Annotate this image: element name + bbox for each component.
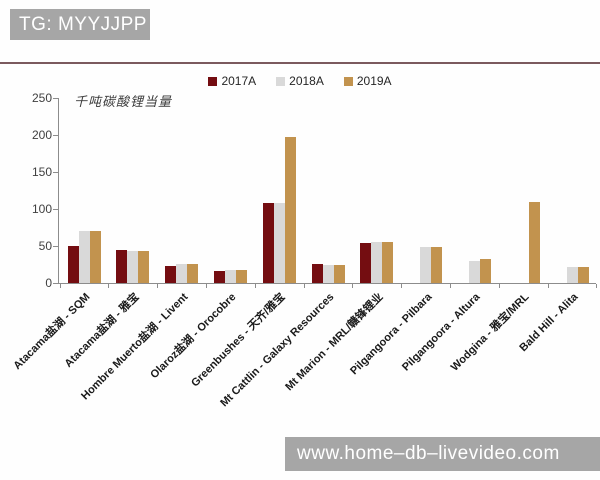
watermark-bar: www.home–db–livevideo.com [285, 437, 600, 471]
bar-2018A [127, 251, 139, 283]
header-badge-label: TG: MYYJJPP [19, 14, 147, 35]
y-axis-tick [53, 172, 58, 173]
x-axis-tick [206, 284, 207, 288]
header-divider [0, 62, 600, 64]
bar-2019A [479, 259, 491, 283]
bar-2019A [333, 264, 345, 283]
bar-2019A [528, 201, 540, 283]
x-axis-tick [498, 284, 500, 288]
bar-2017A [165, 265, 177, 283]
x-axis-tick [596, 284, 598, 288]
bar-2019A [89, 231, 101, 283]
bar-2018A [78, 231, 90, 283]
y-tick-label: 100 [31, 202, 52, 216]
legend-swatch-icon [343, 76, 353, 86]
y-tick-label: 150 [31, 165, 52, 179]
y-tick-label: 0 [45, 276, 52, 290]
bar-2018A [371, 242, 383, 283]
x-axis-tick [157, 284, 159, 288]
bar-2019A [284, 137, 296, 283]
bar-2019A [138, 251, 150, 283]
y-axis-tick [53, 283, 58, 284]
bar-2017A [311, 263, 323, 283]
legend-item-2018A: 2018A [276, 74, 324, 88]
legend-swatch-icon [208, 76, 218, 86]
header-badge: TG: MYYJJPP [10, 9, 150, 40]
x-axis-tick [547, 284, 549, 288]
legend-label: 2019A [356, 74, 392, 88]
bar-2018A [420, 247, 432, 283]
legend-label: 2017A [221, 74, 257, 88]
bar-2018A [224, 269, 236, 283]
bar-2017A [67, 246, 79, 283]
bar-2018A [468, 260, 480, 283]
bar-2019A [431, 247, 443, 283]
bar-2017A [213, 271, 225, 283]
x-axis-tick [401, 284, 403, 288]
y-tick-label: 200 [31, 128, 52, 142]
x-axis-tick [450, 284, 451, 288]
y-axis-tick [53, 246, 58, 247]
x-axis-tick [108, 284, 110, 288]
y-axis-tick [53, 98, 58, 99]
y-tick-label: 250 [31, 91, 52, 105]
bar-2017A [116, 250, 128, 283]
bar-2019A [382, 242, 394, 283]
x-axis-tick [303, 284, 305, 288]
y-tick-label: 50 [38, 239, 52, 253]
bar-2019A [187, 263, 199, 283]
x-axis-tick [254, 284, 256, 288]
y-axis-title: 千吨碳酸锂当量 [74, 95, 173, 110]
y-axis-tick [53, 209, 58, 210]
x-axis-tick [352, 284, 354, 288]
chart-legend: 2017A 2018A 2019A [0, 73, 600, 89]
watermark-label: www.home–db–livevideo.com [297, 443, 560, 464]
y-axis-line [58, 98, 59, 283]
x-axis-tick [59, 284, 61, 288]
bar-2018A [566, 267, 578, 283]
x-axis-line [58, 283, 596, 284]
bar-2018A [273, 203, 285, 283]
bar-2019A [577, 266, 589, 283]
legend-label: 2018A [289, 74, 324, 88]
legend-item-2017A: 2017A [208, 74, 256, 88]
bar-2018A [176, 263, 188, 283]
bar-2018A [322, 264, 334, 283]
bar-2017A [360, 243, 372, 283]
legend-swatch-icon [276, 76, 286, 86]
legend-item-2019A: 2019A [343, 74, 392, 88]
y-axis-tick [53, 135, 58, 136]
bar-2019A [235, 269, 247, 283]
bar-2017A [262, 203, 274, 283]
